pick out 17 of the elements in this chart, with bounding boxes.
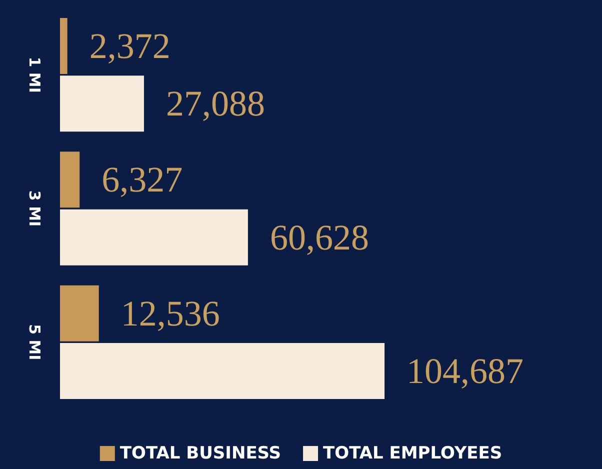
data-label: 12,536	[120, 293, 220, 334]
legend-label: TOTAL BUSINESS	[120, 444, 282, 464]
data-label: 60,628	[270, 217, 369, 258]
bar	[60, 285, 99, 342]
y-tick-label: 3 MI	[26, 190, 44, 227]
y-tick-label: 5 MI	[26, 324, 44, 360]
bar	[60, 152, 80, 208]
bar	[60, 209, 248, 266]
data-label: 6,327	[102, 160, 183, 200]
bar	[60, 76, 144, 132]
bar	[60, 343, 385, 400]
legend-label: TOTAL EMPLOYEES	[323, 444, 502, 464]
data-label: 104,687	[406, 351, 524, 392]
data-label: 2,372	[89, 26, 170, 66]
y-tick-label: 1 MI	[26, 56, 44, 93]
bar	[60, 18, 68, 74]
data-label: 27,088	[166, 84, 265, 124]
